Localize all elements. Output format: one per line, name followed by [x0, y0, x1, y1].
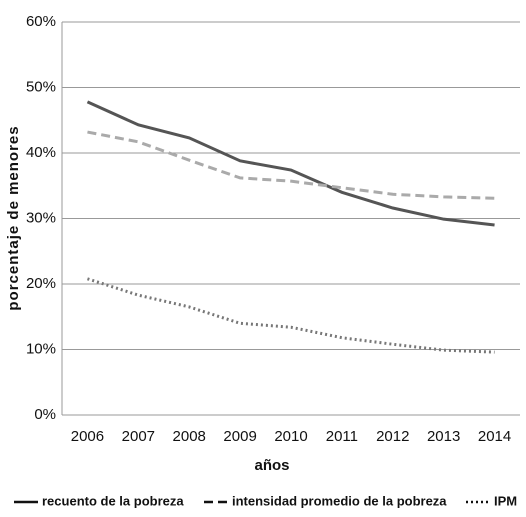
line-series [86, 100, 495, 227]
y-tick-label: 40% [26, 144, 56, 161]
line-series [86, 277, 495, 354]
y-tick-label: 20% [26, 275, 56, 292]
x-tick-label: 2010 [274, 428, 307, 445]
x-tick-label: 2008 [173, 428, 206, 445]
x-tick-label: 2009 [223, 428, 256, 445]
x-tick-label: 2012 [376, 428, 409, 445]
y-tick-label: 10% [26, 340, 56, 357]
y-tick-label: 30% [26, 209, 56, 226]
legend-label: IPM [494, 493, 517, 508]
legend-label: intensidad promedio de la pobreza [232, 493, 447, 508]
line-series [87, 130, 495, 200]
y-tick-label: 0% [34, 406, 56, 423]
y-tick-label: 50% [26, 78, 56, 95]
x-tick-label: 2013 [427, 428, 460, 445]
x-tick-label: 2014 [478, 428, 511, 445]
y-axis-label: porcentaje de menores [5, 125, 22, 310]
legend-label: recuento de la pobreza [42, 493, 184, 508]
y-tick-label: 60% [26, 13, 56, 30]
x-tick-label: 2011 [326, 428, 358, 445]
x-tick-label: 2007 [122, 428, 155, 445]
x-axis-label: años [254, 457, 289, 474]
x-tick-label: 2006 [71, 428, 104, 445]
